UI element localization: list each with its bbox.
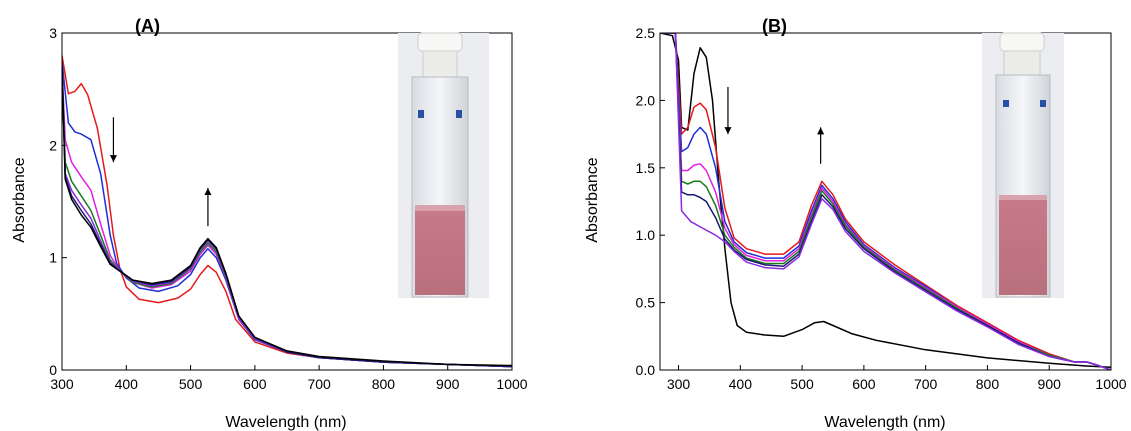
panel-label-b: (B) <box>762 16 787 36</box>
x-tick-label: 500 <box>179 376 203 392</box>
arrowhead <box>817 127 825 135</box>
plot-frame-b <box>659 32 1112 371</box>
y-axis-title-a: Absorbance <box>11 157 28 242</box>
spectrum-line <box>62 66 512 367</box>
spectrum-line <box>62 66 512 368</box>
x-tick-label: 300 <box>50 376 74 392</box>
spectrum-line <box>660 33 1111 370</box>
y-tick-label: 3 <box>49 25 57 41</box>
y-tick-label: 2.0 <box>636 92 656 108</box>
x-ticks-a: 300 400 500 600 700 800 900 1000 <box>50 365 528 392</box>
cuvette-photo-b <box>982 32 1064 298</box>
spectrum-line <box>62 55 512 368</box>
x-axis-title-a: Wavelength (nm) <box>225 414 346 431</box>
cuvette-photo-a <box>398 32 489 298</box>
x-tick-label: 1000 <box>1095 376 1126 392</box>
y-ticks-b: 0.0 0.5 1.0 1.5 2.0 2.5 <box>636 25 665 378</box>
arrowhead <box>109 155 117 163</box>
spectrum-line <box>660 33 1111 370</box>
x-tick-label: 400 <box>115 376 139 392</box>
x-tick-label: 800 <box>372 376 396 392</box>
y-tick-label: 2.5 <box>636 25 656 41</box>
arrowhead <box>204 188 212 196</box>
arrowhead <box>724 127 732 135</box>
spectra-a <box>62 55 512 368</box>
y-tick-label: 0.0 <box>636 362 656 378</box>
x-tick-label: 1000 <box>496 376 527 392</box>
x-ticks-b: 300 400 500 600 700 800 900 1000 <box>667 365 1127 392</box>
y-tick-label: 1.5 <box>636 160 656 176</box>
y-tick-label: 1.0 <box>636 227 656 243</box>
x-tick-label: 900 <box>1038 376 1062 392</box>
y-tick-label: 0.5 <box>636 295 656 311</box>
x-tick-label: 600 <box>852 376 876 392</box>
x-tick-label: 800 <box>976 376 1000 392</box>
x-tick-label: 700 <box>307 376 331 392</box>
x-tick-label: 700 <box>914 376 938 392</box>
arrows-a <box>109 117 212 227</box>
x-tick-label: 500 <box>790 376 814 392</box>
x-tick-label: 600 <box>243 376 267 392</box>
plot-frame-a <box>61 32 513 371</box>
y-tick-label: 0 <box>49 362 57 378</box>
x-tick-label: 400 <box>729 376 753 392</box>
panel-label-a: (A) <box>135 16 160 36</box>
x-tick-label: 300 <box>667 376 691 392</box>
y-tick-label: 1 <box>49 250 57 266</box>
spectrum-line <box>660 33 1111 370</box>
chart-panel-b: (B) Absorbance Wavelength (nm) 300 400 500… <box>584 16 1127 431</box>
spectrum-line <box>660 33 1111 370</box>
x-axis-title-b: Wavelength (nm) <box>824 414 945 431</box>
spectra-b <box>660 33 1111 370</box>
arrows-b <box>724 86 825 164</box>
chart-panel-a: (A) Absorbance Wavelength (nm) 300 400 500… <box>11 16 528 431</box>
y-tick-label: 2 <box>49 137 57 153</box>
y-axis-title-b: Absorbance <box>584 157 601 242</box>
spectrum-line <box>660 33 1111 369</box>
x-tick-label: 900 <box>436 376 460 392</box>
